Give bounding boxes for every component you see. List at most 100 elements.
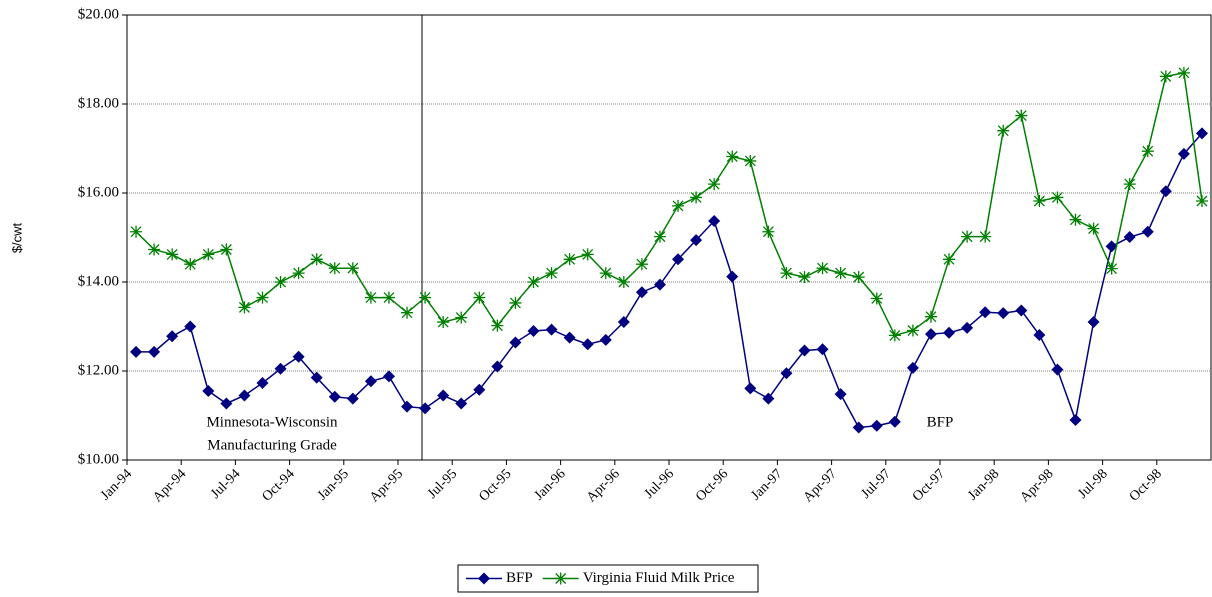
marker xyxy=(653,230,666,243)
marker xyxy=(419,402,432,415)
marker xyxy=(906,324,919,337)
marker xyxy=(473,291,486,304)
marker xyxy=(997,307,1010,320)
marker xyxy=(364,291,377,304)
marker xyxy=(780,267,793,280)
marker xyxy=(563,253,576,266)
marker xyxy=(581,248,594,261)
marker xyxy=(635,286,648,299)
marker xyxy=(238,301,251,314)
marker xyxy=(437,389,450,402)
marker xyxy=(328,390,341,403)
legend-box xyxy=(457,564,759,593)
marker xyxy=(509,296,522,309)
marker xyxy=(419,291,432,304)
marker xyxy=(1141,145,1154,158)
series-line xyxy=(136,132,1203,429)
legend-label: Virginia Fluid Milk Price xyxy=(583,570,735,586)
marker xyxy=(924,328,937,341)
marker xyxy=(545,267,558,280)
marker xyxy=(1015,304,1028,317)
x-tick-label: Apr-94 xyxy=(150,466,189,505)
marker xyxy=(202,385,215,398)
marker xyxy=(310,253,323,266)
y-tick-label: $16.00 xyxy=(78,184,119,200)
marker xyxy=(870,419,883,432)
marker xyxy=(617,276,630,288)
marker xyxy=(617,316,630,329)
marker xyxy=(166,330,179,343)
marker xyxy=(780,367,793,380)
marker xyxy=(672,253,685,266)
marker xyxy=(1177,147,1190,160)
marker xyxy=(979,306,992,319)
marker xyxy=(274,276,287,288)
y-tick-label: $20.00 xyxy=(78,6,119,22)
marker xyxy=(220,397,233,410)
marker xyxy=(599,333,612,346)
marker xyxy=(690,191,703,204)
marker xyxy=(148,345,161,358)
marker xyxy=(491,360,504,373)
marker xyxy=(292,350,305,363)
marker xyxy=(943,326,956,339)
marker xyxy=(888,415,901,428)
marker xyxy=(1051,191,1064,204)
marker xyxy=(292,267,305,280)
y-axis-label: $/cwt xyxy=(9,222,24,253)
annotation: Manufacturing Grade xyxy=(207,437,337,453)
marker xyxy=(961,230,974,243)
x-tick-label: Jul-97 xyxy=(859,466,894,501)
marker xyxy=(708,178,721,191)
marker xyxy=(382,291,395,304)
marker xyxy=(1177,66,1190,79)
marker xyxy=(491,319,504,332)
marker xyxy=(554,572,567,585)
marker xyxy=(455,311,468,324)
marker xyxy=(1087,222,1100,235)
marker xyxy=(364,375,377,388)
x-tick-label: Oct-95 xyxy=(476,466,514,504)
marker xyxy=(274,362,287,375)
marker xyxy=(310,371,323,384)
marker xyxy=(834,267,847,280)
marker xyxy=(762,225,775,238)
marker xyxy=(437,316,450,329)
legend: BFP Virginia Fluid Milk Price xyxy=(457,564,759,593)
marker xyxy=(1159,70,1172,83)
x-tick-label: Jul-94 xyxy=(208,466,243,501)
x-tick-label: Oct-94 xyxy=(260,466,298,504)
x-tick-label: Apr-98 xyxy=(1018,466,1057,505)
marker xyxy=(256,291,269,304)
y-tick-label: $14.00 xyxy=(78,273,119,289)
marker xyxy=(943,253,956,266)
marker xyxy=(924,310,937,323)
marker xyxy=(527,324,540,337)
marker xyxy=(1087,316,1100,329)
marker xyxy=(1159,185,1172,198)
marker xyxy=(166,248,179,261)
x-tick-label: Jul-98 xyxy=(1075,466,1110,501)
marker xyxy=(545,323,558,336)
marker xyxy=(1105,240,1118,253)
plot-frame xyxy=(126,14,1212,461)
marker xyxy=(581,338,594,351)
marker xyxy=(1069,213,1082,226)
annotation: BFP xyxy=(927,414,954,430)
marker xyxy=(888,329,901,342)
marker xyxy=(816,262,829,275)
marker xyxy=(1105,262,1118,275)
marker xyxy=(744,154,757,167)
marker xyxy=(1141,225,1154,238)
y-tick-label: $18.00 xyxy=(78,95,119,111)
marker xyxy=(1051,363,1064,376)
marker xyxy=(834,388,847,401)
marker xyxy=(961,321,974,334)
marker xyxy=(184,320,197,333)
marker xyxy=(473,383,486,396)
marker xyxy=(346,262,359,275)
marker xyxy=(979,230,992,243)
marker xyxy=(744,382,757,395)
marker xyxy=(220,243,233,256)
